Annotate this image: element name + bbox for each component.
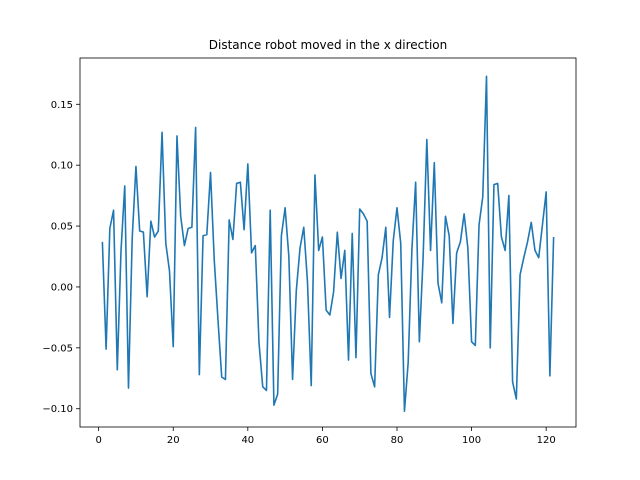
y-tick-label: 0.00	[51, 282, 73, 293]
series-line	[101, 75, 555, 412]
x-tick-label: 0	[95, 435, 101, 446]
x-tick-label: 20	[167, 435, 180, 446]
y-tick-label: 0.05	[51, 222, 73, 233]
x-tick-label: 120	[537, 435, 556, 446]
y-axis: −0.10 −0.05 0.00 0.05 0.10 0.15	[42, 100, 80, 415]
x-tick-label: 40	[241, 435, 254, 446]
x-tick-label: 100	[462, 435, 481, 446]
y-tick-label: −0.10	[42, 404, 73, 415]
chart-title: Distance robot moved in the x direction	[209, 38, 448, 52]
x-tick-label: 60	[316, 435, 329, 446]
axes-frame	[79, 57, 577, 428]
y-tick-label: 0.15	[51, 100, 73, 111]
y-tick-label: 0.10	[51, 161, 73, 172]
plot-area	[101, 75, 555, 412]
x-tick-label: 80	[391, 435, 404, 446]
x-axis: 0 20 40 60 80 100 120	[95, 427, 556, 446]
y-tick-label: −0.05	[42, 343, 73, 354]
